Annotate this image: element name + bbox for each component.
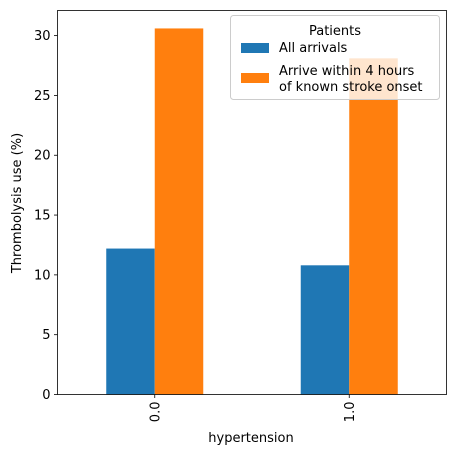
x-axis-label: hypertension [208,431,293,446]
bar-series1-cat1 [349,58,398,395]
x-tick-label-0: 0.0 [148,402,163,423]
y-tick-label-0: 0 [42,388,50,403]
y-tick-label-20: 20 [34,149,51,164]
plot-frame [57,10,447,395]
legend-label-all-arrivals: All arrivals [279,41,348,56]
y-tick-label-30: 30 [34,29,51,44]
x-axis: 0.0 1.0 [148,394,358,423]
x-tick-label-1: 1.0 [343,402,358,423]
y-tick-label-10: 10 [34,268,51,283]
y-axis-label: Thrombolysis use (%) [10,133,25,274]
legend-label-within-4-hours-line2: of known stroke onset [279,80,423,95]
legend-title: Patients [309,24,361,39]
bar-series1-cat0 [154,28,204,395]
y-tick-label-25: 25 [34,89,51,104]
y-axis: 0 5 10 15 20 25 30 [34,29,58,403]
legend-swatch-within-4-hours [241,73,269,83]
y-tick-label-5: 5 [42,328,50,343]
legend-swatch-all-arrivals [241,43,269,53]
bar-series0-cat1 [300,265,350,395]
legend-label-within-4-hours: Arrive within 4 hours of known stroke on… [279,64,423,95]
legend-label-within-4-hours-line1: Arrive within 4 hours [279,64,415,79]
bar-series0-cat0 [106,248,155,395]
legend-box [230,15,440,100]
legend: Patients All arrivals Arrive within 4 ho… [230,15,440,100]
y-tick-label-15: 15 [34,209,51,224]
bars-group [106,28,398,395]
